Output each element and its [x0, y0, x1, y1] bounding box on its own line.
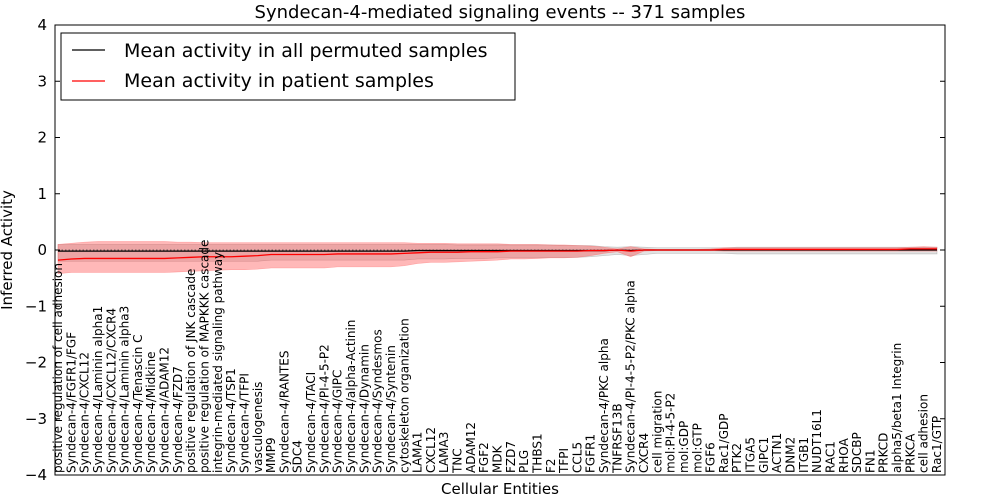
x-category-label: integrin-mediated signaling pathway: [211, 252, 225, 473]
x-category-label: Syndecan-4/TSP1: [224, 368, 238, 473]
x-category-label: positive regulation of JNK cascade: [184, 269, 198, 473]
x-category-label: cell adhesion: [917, 394, 931, 473]
x-category-label: PRKCD: [877, 433, 891, 473]
x-category-label: PRKCA: [903, 433, 917, 473]
legend-box: [60, 32, 516, 101]
x-axis-category-labels: positive regulation of cell adhesion Synd…: [51, 240, 944, 474]
x-category-label: ITGA5: [744, 437, 758, 473]
x-category-label: Rac1/GDP: [717, 414, 731, 473]
y-axis-ticks: −4 −3 −2 −1 0 1 2 3 4: [25, 16, 945, 484]
x-category-label: FN1: [863, 449, 877, 473]
x-category-label: TNC: [451, 448, 465, 474]
x-category-label: SDC4: [291, 440, 305, 473]
y-tick-label: −3: [25, 410, 47, 428]
legend-label-patient: Mean activity in patient samples: [124, 70, 434, 92]
x-category-label: Syndecan-4/PI-4-5-P2/PKC alpha: [624, 280, 638, 473]
x-category-label: Syndecan-4/Laminin alpha3: [118, 306, 132, 473]
legend-label-permuted: Mean activity in all permuted samples: [124, 40, 487, 62]
x-category-label: ACTN1: [770, 433, 784, 473]
x-category-label: CXCL12: [424, 427, 438, 473]
x-category-label: FGFR1: [584, 434, 598, 473]
y-tick-label: 2: [37, 129, 47, 147]
x-category-label: Syndecan-4/alpha-Actinin: [344, 320, 358, 473]
x-category-label: Syndecan-4/TFPI: [237, 373, 251, 473]
x-axis-title: Cellular Entities: [441, 480, 559, 498]
x-category-label: mol:GDP: [677, 421, 691, 473]
x-category-label: Syndecan-4/CXCL12/CXCR4: [104, 308, 118, 473]
x-category-label: TNFRSF13B: [610, 403, 624, 474]
legend: Mean activity in all permuted samples Me…: [60, 32, 516, 101]
x-category-label: Syndecan-4/Dynamin: [357, 344, 371, 473]
x-category-label: alpha5/beta1 Integrin: [890, 343, 904, 473]
x-category-label: CCL5: [570, 442, 584, 473]
x-category-label: DNM2: [784, 437, 798, 473]
x-category-label: mol:GTP: [690, 423, 704, 473]
series-line-patient: [57, 248, 937, 261]
y-tick-label: −1: [25, 297, 47, 315]
x-category-label: PLG: [517, 450, 531, 473]
x-category-label: Syndecan-4/Syntenin: [384, 345, 398, 473]
x-category-label: LAMA1: [411, 432, 425, 473]
x-category-label: Syndecan-4/PKC alpha: [597, 338, 611, 473]
x-category-label: Rac1/GTP: [930, 416, 944, 473]
x-category-label: Syndecan-4/Syndesmos: [371, 329, 385, 473]
x-category-label: Syndecan-4/RANTES: [277, 351, 291, 473]
chart-title: Syndecan-4-mediated signaling events -- …: [255, 2, 746, 23]
x-category-label: Syndecan-4/CXCL12: [78, 352, 92, 473]
x-category-label: cell migration: [650, 391, 664, 473]
x-category-label: F2: [544, 458, 558, 473]
y-tick-label: −2: [25, 354, 47, 372]
x-category-label: RHOA: [837, 437, 851, 473]
x-category-label: CXCR4: [637, 433, 651, 473]
y-tick-label: 4: [37, 16, 47, 34]
x-category-label: FGF6: [704, 442, 718, 473]
x-category-label: FZD7: [504, 441, 518, 473]
x-category-label: NUDT16L1: [810, 409, 824, 473]
x-category-label: Syndecan-4/PI-4-5-P2: [317, 344, 331, 473]
x-category-label: Syndecan-4/FZD7: [171, 366, 185, 473]
x-category-label: MMP9: [264, 437, 278, 473]
x-category-label: TFPI: [557, 448, 571, 474]
x-category-label: FGF2: [477, 442, 491, 473]
plot-area-frame: [54, 24, 946, 476]
x-category-label: SDCBP: [850, 432, 864, 473]
x-category-label: MDK: [491, 444, 505, 473]
x-category-label: LAMA3: [437, 432, 451, 473]
x-category-label: Syndecan-4/Laminin alpha1: [91, 306, 105, 473]
x-category-label: cytoskeleton organization: [397, 318, 411, 473]
x-category-label: mol:PI-4-5-P2: [664, 393, 678, 473]
y-axis-title: Inferred Activity: [0, 190, 16, 310]
x-category-label: positive regulation of MAPKKK cascade: [198, 240, 212, 473]
y-tick-label: 0: [37, 241, 47, 259]
x-category-label: vasculogenesis: [251, 382, 265, 473]
y-tick-label: 3: [37, 72, 47, 90]
x-category-label: GIPC1: [757, 437, 771, 473]
x-category-label: Syndecan-4/Tenascin C: [131, 334, 145, 473]
x-category-label: ITGB1: [797, 437, 811, 473]
x-category-label: THBS1: [530, 433, 544, 474]
x-category-label: Syndecan-4/GIPC: [331, 370, 345, 473]
x-category-label: Syndecan-4/FGFR1/FGF: [64, 332, 78, 473]
x-category-label: PTK2: [730, 443, 744, 473]
x-category-label: ADAM12: [464, 422, 478, 473]
x-category-label: positive regulation of cell adhesion: [51, 263, 65, 473]
y-tick-label: 1: [37, 185, 47, 203]
x-category-label: Syndecan-4/TACI: [304, 372, 318, 473]
x-category-label: Syndecan-4/ADAM12: [158, 347, 172, 473]
series-lines: [57, 248, 937, 261]
y-tick-label: −4: [25, 466, 47, 484]
x-category-label: Syndecan-4/Midkine: [144, 352, 158, 473]
x-category-label: RAC1: [823, 441, 837, 473]
